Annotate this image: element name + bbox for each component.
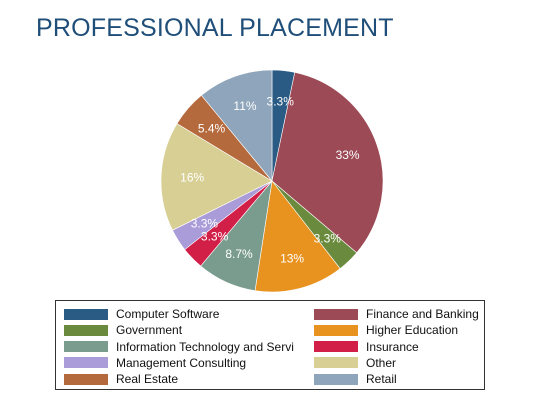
legend: Computer Software Finance and Banking Gove… bbox=[55, 300, 485, 390]
legend-item: Retail bbox=[314, 371, 397, 387]
legend-item: Real Estate bbox=[64, 371, 178, 387]
legend-item: Insurance bbox=[314, 339, 419, 355]
legend-label: Insurance bbox=[366, 339, 419, 354]
legend-label: Higher Education bbox=[366, 323, 459, 338]
legend-label: Other bbox=[366, 355, 397, 370]
slice-data-label: 3.3% bbox=[201, 230, 229, 244]
legend-item: Higher Education bbox=[314, 322, 458, 338]
chart-title: PROFESSIONAL PLACEMENT bbox=[36, 14, 394, 42]
slice-data-label: 3.3% bbox=[314, 232, 342, 246]
slice-data-label: 33% bbox=[336, 148, 360, 162]
legend-label: Finance and Banking bbox=[366, 307, 479, 321]
slice-data-label: 13% bbox=[280, 251, 304, 265]
legend-swatch bbox=[314, 324, 358, 336]
legend-swatch bbox=[64, 308, 108, 320]
pie-slice-other bbox=[160, 123, 273, 231]
pie-slice-retail bbox=[200, 69, 273, 182]
slice-data-label: 11% bbox=[233, 99, 256, 113]
slice-data-label: 3.3% bbox=[191, 217, 219, 231]
legend-swatch bbox=[314, 357, 358, 369]
legend-swatch bbox=[64, 357, 108, 369]
legend-swatch bbox=[64, 341, 108, 353]
legend-swatch bbox=[64, 373, 108, 385]
legend-swatch bbox=[314, 341, 358, 353]
legend-swatch bbox=[314, 308, 358, 320]
pie-slice-finance-and-banking bbox=[271, 72, 384, 254]
legend-item: Management Consulting bbox=[64, 355, 246, 371]
legend-item: Finance and Banking bbox=[314, 306, 479, 322]
slice-data-label: 5.4% bbox=[198, 122, 226, 136]
legend-label: Government bbox=[116, 323, 183, 338]
legend-item: Computer Software bbox=[64, 306, 219, 322]
pie-slice-higher-education bbox=[254, 180, 341, 293]
legend-swatch bbox=[314, 373, 358, 385]
legend-item: Other bbox=[314, 355, 396, 371]
slice-data-label: 8.7% bbox=[225, 247, 253, 261]
slice-data-label: 16% bbox=[180, 171, 204, 185]
pie-chart: 3.3%33%3.3%13%8.7%3.3%3.3%16%5.4%11% bbox=[160, 69, 384, 293]
legend-label: Retail bbox=[366, 372, 397, 387]
legend-item: Government bbox=[64, 322, 182, 338]
legend-label: Management Consulting bbox=[116, 355, 247, 370]
slice-data-label: 3.3% bbox=[267, 95, 295, 109]
legend-label: Real Estate bbox=[116, 372, 179, 387]
legend-label: Computer Software bbox=[116, 307, 220, 321]
legend-swatch bbox=[64, 324, 108, 336]
legend-item: Information Technology and Servi bbox=[64, 339, 294, 355]
legend-label: Information Technology and Servi bbox=[116, 339, 294, 354]
